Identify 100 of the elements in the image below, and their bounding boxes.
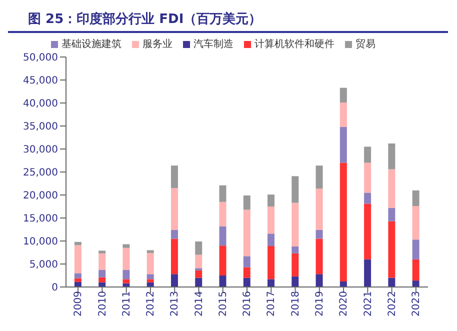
bar — [243, 256, 250, 268]
bar — [292, 246, 299, 254]
bar — [316, 166, 323, 189]
bar — [146, 279, 154, 282]
bar — [195, 270, 202, 278]
bar — [122, 279, 130, 284]
bar — [74, 242, 82, 246]
bar — [219, 202, 226, 226]
legend-label: 汽车制造 — [194, 39, 234, 50]
bar — [340, 281, 347, 287]
bar — [122, 248, 130, 270]
bar — [170, 230, 178, 239]
bar — [219, 226, 226, 246]
bar — [316, 274, 323, 287]
bar — [364, 162, 372, 193]
bar — [243, 278, 250, 287]
bar — [219, 276, 226, 287]
chart-title: 图 25：印度部分行业 FDI（百万美元） — [8, 8, 448, 33]
bar — [268, 246, 275, 280]
bar — [74, 245, 82, 274]
bar — [340, 88, 347, 103]
bar — [146, 252, 154, 274]
bar — [98, 270, 106, 278]
x-tick-label: 2015 — [218, 291, 229, 316]
x-tick-label: 2012 — [146, 291, 157, 316]
bar — [268, 279, 275, 287]
bar — [98, 250, 106, 254]
bar — [243, 195, 250, 210]
bar — [364, 204, 372, 260]
y-tick-label: 15,000 — [23, 214, 58, 225]
bar — [195, 241, 202, 255]
bar — [98, 277, 106, 282]
bar — [146, 250, 154, 253]
bar — [122, 244, 130, 248]
bar — [388, 278, 396, 287]
y-tick-label: 0 — [52, 282, 58, 294]
bar — [292, 276, 299, 287]
bar — [412, 280, 420, 287]
bar — [170, 238, 178, 274]
x-tick-label: 2017 — [266, 291, 278, 316]
x-tick-label: 2010 — [97, 291, 108, 316]
bar — [268, 206, 275, 234]
bar — [195, 278, 202, 287]
y-tick-label: 20,000 — [23, 190, 58, 202]
bar — [364, 146, 372, 163]
x-tick-label: 2021 — [362, 291, 374, 316]
y-tick-label: 5,000 — [29, 260, 58, 271]
bar — [316, 230, 323, 239]
bar — [170, 166, 178, 188]
bar — [412, 206, 420, 240]
bar — [316, 188, 323, 230]
bar — [74, 273, 82, 278]
legend-label: 贸易 — [356, 39, 376, 50]
y-tick-label: 50,000 — [23, 52, 58, 64]
bar — [292, 253, 299, 276]
bar — [340, 162, 347, 282]
bar — [146, 274, 154, 280]
bar — [219, 185, 226, 202]
y-tick-label: 40,000 — [23, 98, 58, 110]
bar — [268, 194, 275, 206]
x-tick-label: 2018 — [290, 291, 302, 316]
y-tick-label: 30,000 — [23, 144, 58, 156]
y-tick-label: 10,000 — [23, 236, 58, 248]
x-tick-label: 2016 — [242, 291, 254, 316]
bar — [292, 202, 299, 247]
bar — [340, 126, 347, 163]
bar — [170, 274, 178, 287]
bar — [364, 192, 372, 204]
bar — [412, 259, 420, 281]
bar — [243, 210, 250, 256]
y-tick-label: 25,000 — [23, 168, 58, 179]
bar — [388, 143, 396, 170]
bar — [74, 278, 82, 282]
x-tick-label: 2020 — [338, 291, 350, 316]
bar — [243, 267, 250, 278]
bar — [268, 234, 275, 246]
bar — [292, 176, 299, 203]
legend-label: 服务业 — [142, 39, 172, 50]
legend-label: 基础设施建筑 — [62, 39, 122, 50]
bar — [340, 102, 347, 127]
bar — [412, 190, 420, 206]
x-tick-label: 2013 — [170, 291, 181, 316]
bar — [388, 169, 396, 208]
y-tick-label: 45,000 — [23, 76, 58, 87]
x-tick-label: 2023 — [411, 291, 422, 316]
x-tick-label: 2014 — [194, 291, 205, 316]
legend-label: 计算机软件和硬件 — [254, 39, 334, 50]
x-tick-label: 2011 — [121, 291, 132, 316]
bar — [412, 240, 420, 260]
y-tick-label: 35,000 — [23, 122, 58, 133]
bar — [388, 208, 396, 222]
x-tick-label: 2019 — [314, 291, 326, 316]
bar — [98, 253, 106, 270]
bar — [316, 238, 323, 274]
bar — [219, 246, 226, 276]
bar — [170, 188, 178, 230]
bar — [364, 259, 372, 287]
bar — [122, 270, 130, 280]
bar — [388, 221, 396, 278]
x-tick-label: 2009 — [73, 291, 84, 316]
